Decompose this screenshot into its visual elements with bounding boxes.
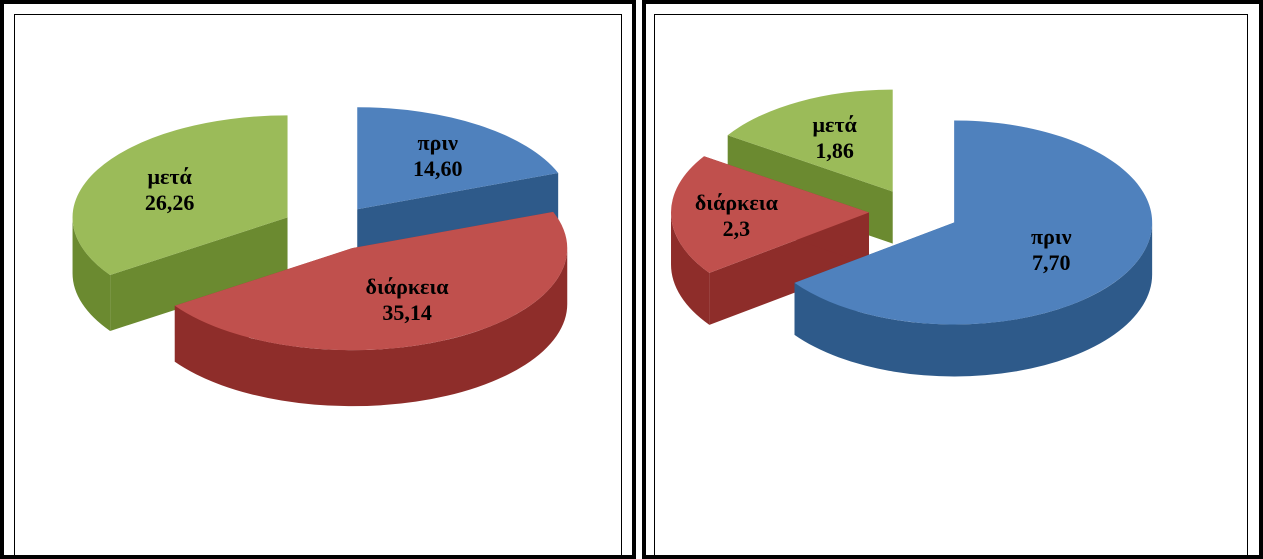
slice-value-before: 14,60 [413,156,463,181]
slice-value-during: 35,14 [382,300,432,325]
frame-border-left [642,0,646,559]
chart-area-border-right [621,14,622,559]
slice-label-before: πριν [1031,224,1072,249]
slice-top-face [794,120,1153,325]
slice-value-before: 7,70 [1032,250,1071,275]
frame-border-top [0,0,636,4]
slice-top-face [174,211,568,351]
pie-slice-after [72,115,288,331]
slice-label-before: πριν [418,130,459,155]
slice-rim [671,212,710,325]
slice-top-face [671,156,870,273]
chart-area-border-left [14,14,15,559]
slice-label-after: μετά [147,164,192,189]
slice-value-after: 26,26 [145,190,195,215]
slice-rim [174,248,568,407]
frame-border-bottom [0,555,636,559]
pie-slice-during [671,156,870,325]
frame-border-right [1259,0,1263,559]
frame-border-left [0,0,4,559]
chart-area-border-left [654,14,655,559]
slice-top-face [727,89,893,192]
slice-label-after: μετά [813,112,858,137]
slice-label-during: διάρκεια [366,274,450,299]
pie-slice-before [794,120,1153,377]
chart-frame-right: πριν 7,70 διάρκεια 2,3 μετά 1,86 [642,0,1263,559]
slice-cut-face-start [110,217,288,331]
slice-value-after: 1,86 [815,138,854,163]
pie-slice-during [174,211,568,407]
slice-top-face [72,115,288,275]
slice-rim [794,222,1153,377]
frame-border-right [632,0,636,559]
slice-label-during: διάρκεια [695,190,779,215]
chart-frame-left: πριν 14,60 διάρκεια 35,14 μετά 26,26 [0,0,636,559]
chart-area-border-right [1247,14,1248,559]
chart-area-border-top [14,14,622,15]
slice-rim [72,217,111,331]
slice-top-face [357,107,559,210]
frame-border-bottom [642,555,1263,559]
frame-border-top [642,0,1263,4]
chart-area-border-top [654,14,1248,15]
slice-value-during: 2,3 [723,216,751,241]
